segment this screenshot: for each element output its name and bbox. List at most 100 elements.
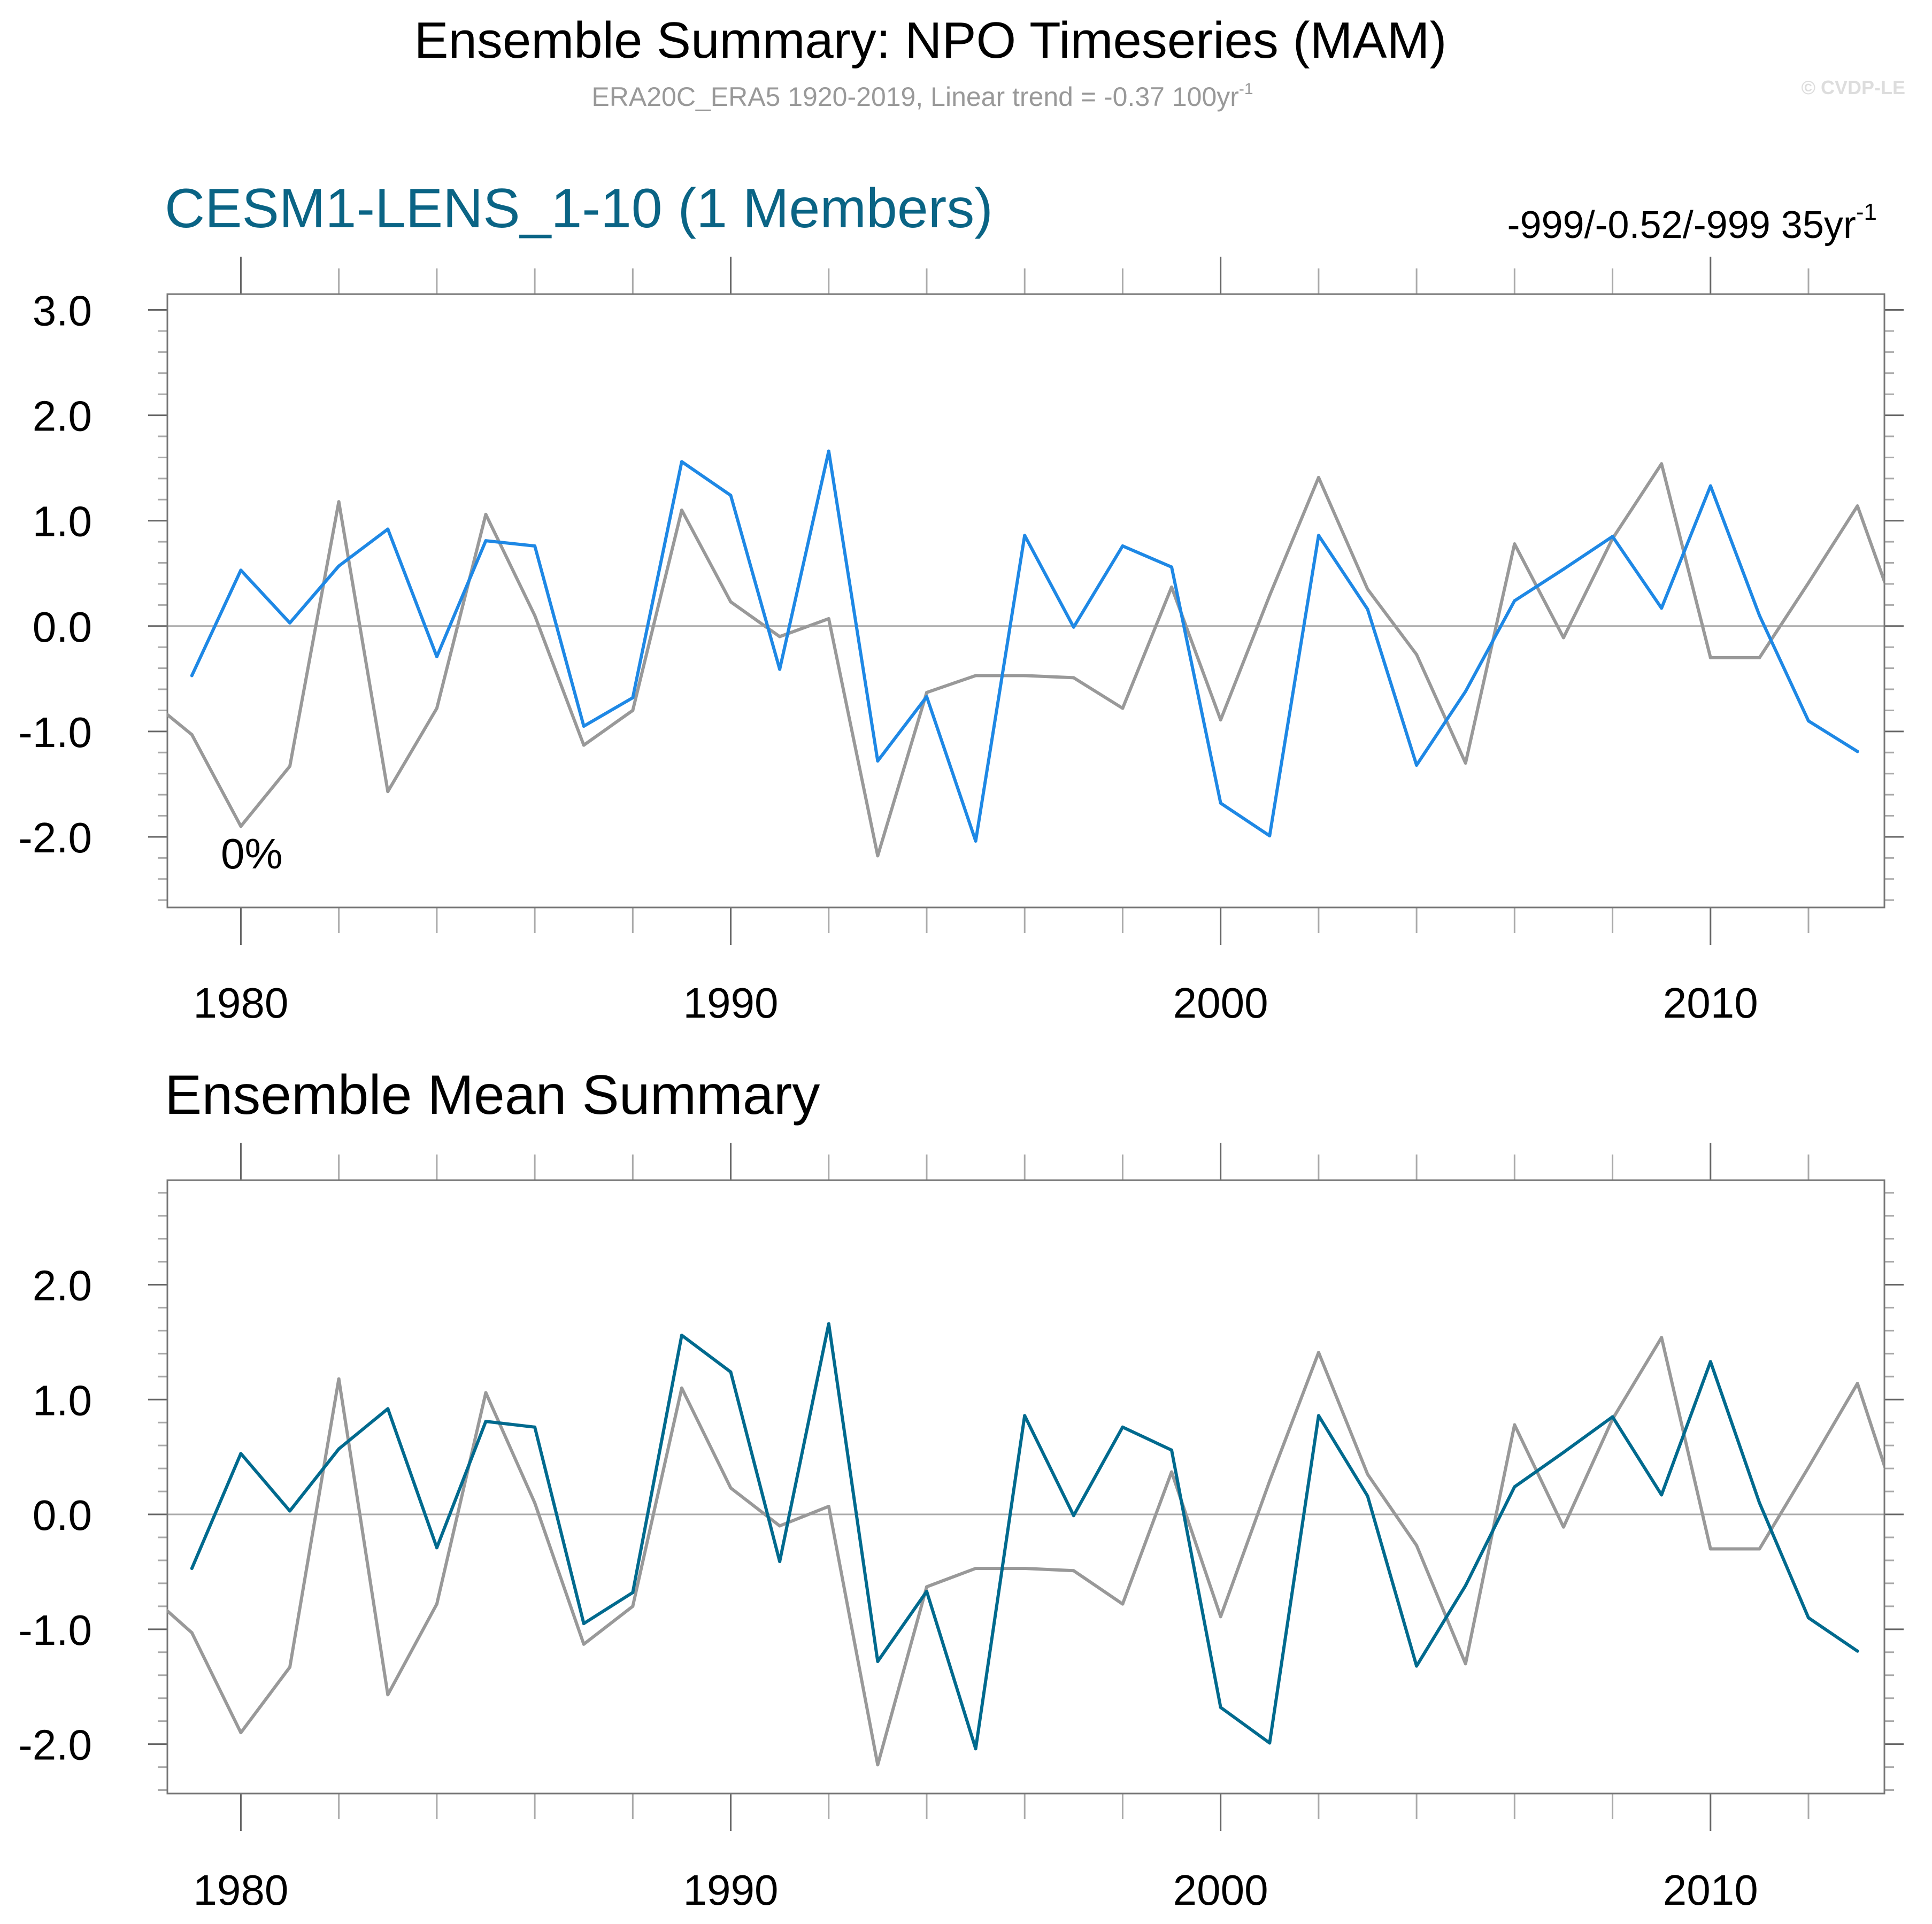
observed-point xyxy=(288,1665,292,1669)
model-point xyxy=(337,1447,341,1451)
observed-point xyxy=(925,690,928,694)
observed-point xyxy=(778,635,782,638)
model-point xyxy=(925,1589,928,1593)
model-point xyxy=(1023,534,1027,537)
x-tick-label: 2000 xyxy=(1173,1866,1268,1914)
observed-point xyxy=(1807,581,1811,584)
model-point xyxy=(190,1567,194,1571)
model-point xyxy=(1856,1649,1859,1653)
model-series-line xyxy=(190,449,1859,843)
observed-point xyxy=(1219,1615,1222,1619)
observed-point xyxy=(1121,1602,1125,1606)
observed-point xyxy=(680,1386,683,1390)
watermark: © CVDP-LE xyxy=(1801,76,1905,98)
observed-point xyxy=(1708,1547,1712,1551)
model-point xyxy=(1268,834,1272,837)
observed-point xyxy=(386,790,390,794)
model-point xyxy=(631,1591,635,1595)
observed-point xyxy=(1072,676,1075,680)
model-point xyxy=(1219,801,1222,805)
model-point xyxy=(484,1420,488,1423)
model-point xyxy=(974,839,977,843)
plot-frame xyxy=(166,1179,1885,1795)
model-point xyxy=(1611,535,1614,538)
y-tick-label: 1.0 xyxy=(33,1376,92,1424)
model-point xyxy=(239,1452,243,1456)
observed-point xyxy=(876,854,880,858)
observed-point xyxy=(337,1377,341,1381)
x-tick-label: 2000 xyxy=(1173,979,1268,1027)
model-point xyxy=(876,1659,880,1663)
model-point xyxy=(1758,614,1761,618)
model-point xyxy=(778,1560,782,1564)
y-tick-label: 0.0 xyxy=(33,603,92,651)
observed-point xyxy=(1366,587,1369,591)
observed-point xyxy=(386,1693,390,1697)
observed-point xyxy=(288,764,292,768)
observed-point xyxy=(435,706,438,710)
model-point xyxy=(1758,1501,1761,1505)
observed-point xyxy=(190,733,194,736)
model-point xyxy=(1366,607,1369,611)
model-point xyxy=(533,1425,537,1429)
observed-point xyxy=(1513,1423,1517,1427)
model-point xyxy=(1121,1425,1125,1429)
observed-point xyxy=(484,512,488,516)
figure-subtitle-sup: -1 xyxy=(1239,80,1253,98)
observed-point xyxy=(1561,636,1565,640)
observed-point xyxy=(1660,462,1664,466)
observed-point xyxy=(582,1642,586,1646)
model-point xyxy=(1170,1448,1174,1452)
observed-series-line xyxy=(167,1336,1884,1767)
model-point xyxy=(1513,1485,1517,1489)
model-point xyxy=(1317,1414,1320,1418)
observed-point xyxy=(1513,542,1517,546)
model-point xyxy=(582,1622,586,1626)
model-point xyxy=(680,1333,683,1337)
model-point xyxy=(631,696,635,699)
observed-point xyxy=(1464,761,1467,765)
observed-point xyxy=(925,1585,928,1589)
panel-member-series xyxy=(167,449,1884,858)
model-point xyxy=(1366,1494,1369,1498)
x-tick-label: 1990 xyxy=(683,1866,779,1914)
model-point xyxy=(386,1407,390,1411)
observed-point xyxy=(1023,1567,1027,1571)
observed-point xyxy=(1072,1569,1075,1573)
observed-point xyxy=(1121,706,1125,710)
panel-ensemble-mean-series xyxy=(167,1322,1884,1767)
model-point xyxy=(1561,1451,1565,1454)
y-tick-label: -1.0 xyxy=(18,1606,92,1654)
panel-member-trend-sup: -1 xyxy=(1856,199,1877,225)
x-tick-label: 1980 xyxy=(193,1866,288,1914)
observed-point xyxy=(1464,1662,1467,1666)
y-tick-label: 3.0 xyxy=(33,287,92,335)
model-point xyxy=(827,1322,830,1326)
model-point xyxy=(680,460,683,464)
model-point xyxy=(1464,689,1467,693)
observed-point xyxy=(1561,1525,1565,1529)
x-tick-label: 2010 xyxy=(1663,979,1758,1027)
model-point xyxy=(533,544,537,548)
model-point xyxy=(1856,750,1859,753)
y-tick-label: -2.0 xyxy=(18,814,92,861)
model-point xyxy=(729,494,733,497)
model-point xyxy=(876,759,880,763)
observed-point xyxy=(239,825,243,828)
model-point xyxy=(435,655,438,658)
observed-point xyxy=(1268,594,1272,597)
observed-point xyxy=(533,614,537,618)
panel-member-axes: 3.0 2.0 1.0 0.0 -1.0 -2.0 1980 1990 2000 2010 xyxy=(18,257,1904,1027)
observed-point xyxy=(484,1391,488,1395)
model-point xyxy=(1170,565,1174,569)
model-point xyxy=(974,1747,977,1751)
model-series-line xyxy=(190,1322,1859,1751)
model-point xyxy=(288,1509,292,1513)
x-tick-label: 1980 xyxy=(193,979,288,1027)
observed-point xyxy=(1317,1351,1320,1355)
model-point xyxy=(1219,1705,1222,1709)
y-tick-label: -2.0 xyxy=(18,1721,92,1769)
model-point xyxy=(1072,625,1075,629)
model-point xyxy=(435,1546,438,1550)
observed-point xyxy=(827,1505,830,1509)
